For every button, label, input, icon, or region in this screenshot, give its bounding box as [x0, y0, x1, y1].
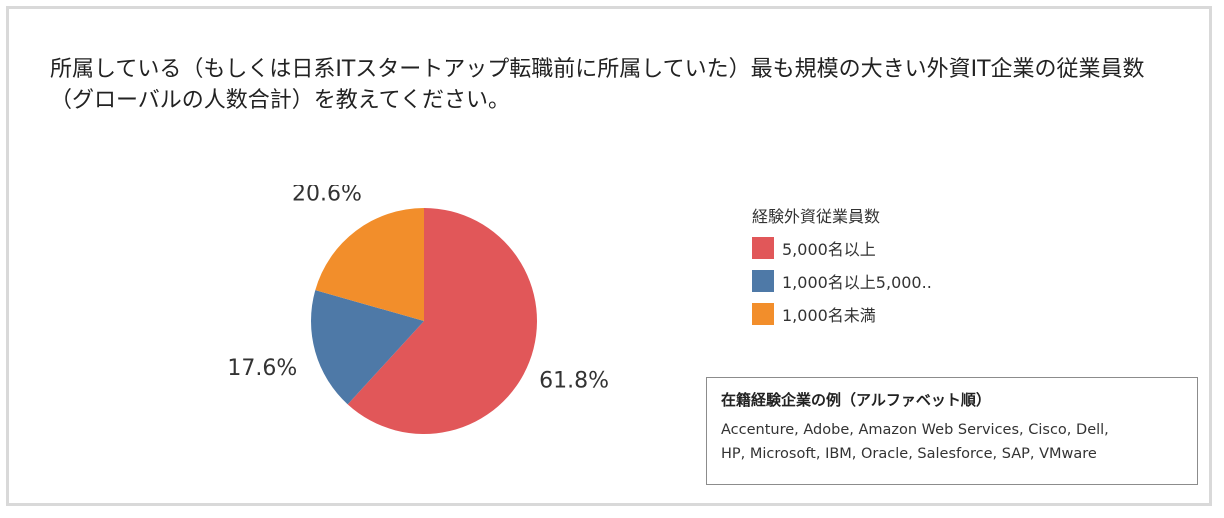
- pie-slice: [347, 208, 537, 434]
- pie-slice-label: 17.6%: [227, 356, 297, 381]
- legend-item: 5,000名以上: [752, 237, 1012, 259]
- legend-label: 5,000名以上: [782, 240, 876, 259]
- legend-item: 1,000名未満: [752, 303, 1012, 325]
- pie-slice: [315, 208, 424, 321]
- pie-slice: [311, 290, 424, 405]
- legend-label: 1,000名以上5,000..: [782, 273, 932, 292]
- legend-swatch: [752, 237, 774, 259]
- legend-title: 経験外資従業員数: [752, 207, 881, 226]
- examples-box: 在籍経験企業の例（アルファベット順） Accenture, Adobe, Ama…: [706, 377, 1198, 485]
- chart-title: 所属している（もしくは日系ITスタートアップ転職前に所属していた）最も規模の大き…: [50, 57, 1145, 113]
- legend-items: 5,000名以上 1,000名以上5,000.. 1,000名未満: [752, 237, 1012, 325]
- examples-line-1: Accenture, Adobe, Amazon Web Services, C…: [721, 422, 1109, 438]
- legend-label: 1,000名未満: [782, 306, 876, 325]
- legend-swatch: [752, 270, 774, 292]
- examples-body: Accenture, Adobe, Amazon Web Services, C…: [721, 418, 1185, 466]
- legend: 経験外資従業員数 5,000名以上 1,000名以上5,000.. 1,000名未満: [752, 206, 1012, 336]
- pie-chart: 61.8% 17.6% 20.6%: [227, 182, 609, 434]
- examples-line-2: HP, Microsoft, IBM, Oracle, Salesforce, …: [721, 446, 1097, 462]
- legend-swatch: [752, 303, 774, 325]
- pie-chart-container: 61.8% 17.6% 20.6%: [200, 182, 640, 465]
- pie-slice-label: 61.8%: [539, 368, 609, 393]
- legend-item: 1,000名以上5,000..: [752, 270, 1012, 292]
- examples-title: 在籍経験企業の例（アルファベット順）: [721, 391, 991, 409]
- pie-slice-label: 20.6%: [292, 185, 362, 207]
